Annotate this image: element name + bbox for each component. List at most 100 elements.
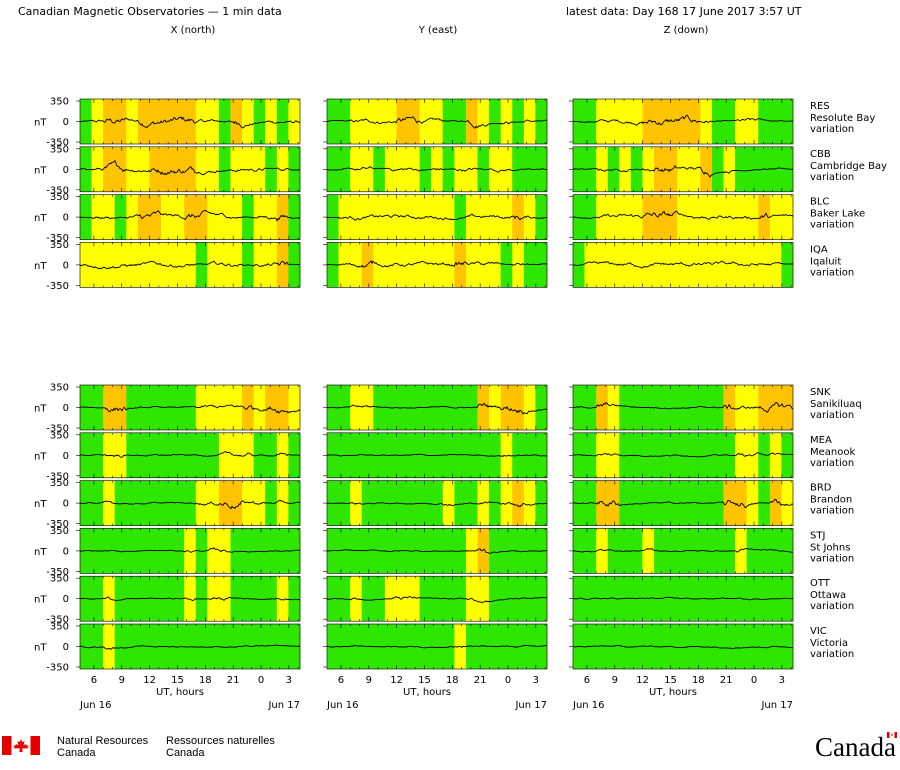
trace-vic-z <box>572 644 794 650</box>
activity-block-blc <box>265 194 278 240</box>
activity-block-iqa <box>419 242 432 288</box>
activity-block-snk <box>384 385 397 430</box>
activity-block-cbb <box>161 146 173 192</box>
activity-block-vic <box>523 624 536 669</box>
activity-block-res <box>535 99 548 144</box>
activity-block-stj <box>758 528 771 574</box>
activity-block-mea <box>735 432 747 478</box>
activity-block-mea <box>172 432 185 478</box>
trace-res-y <box>326 116 548 129</box>
activity-block-res <box>288 99 301 144</box>
latest-data-label: latest data: Day 168 17 June 2017 3:57 U… <box>566 5 802 18</box>
activity-block-cbb <box>408 146 420 192</box>
activity-block-blc <box>688 194 701 240</box>
trace-iqa-z <box>572 260 794 269</box>
activity-block-stj <box>207 528 220 574</box>
activity-block-cbb <box>207 146 220 192</box>
trace-blc-x <box>79 209 301 222</box>
activity-block-iqa <box>746 242 759 288</box>
activity-block-brd <box>161 480 173 526</box>
trace-blc-z <box>572 210 794 221</box>
activity-block-brd <box>630 480 643 526</box>
trace-blc-y <box>326 213 547 221</box>
y-tick-label: -350 <box>46 185 69 196</box>
activity-block-stj <box>477 528 490 574</box>
activity-block-snk <box>361 385 374 430</box>
y-unit-label: nT <box>34 261 47 272</box>
activity-block-brd <box>711 480 724 526</box>
y-unit-label: nT <box>34 643 47 654</box>
activity-block-blc <box>607 194 620 240</box>
activity-block-res <box>126 99 139 144</box>
activity-block-blc <box>149 194 162 240</box>
activity-block-ott <box>253 576 266 622</box>
activity-block-ott <box>619 576 632 622</box>
y-tick-label: 350 <box>50 478 69 489</box>
activity-block-cbb <box>230 146 243 192</box>
activity-block-vic <box>172 624 185 669</box>
trace-stj-z <box>572 547 793 553</box>
activity-block-mea <box>642 432 655 478</box>
activity-block-blc <box>619 194 632 240</box>
x-tick-label: 15 <box>664 675 677 686</box>
x-tick-label: 9 <box>612 675 618 686</box>
activity-block-res <box>688 99 701 144</box>
activity-block-blc <box>746 194 759 240</box>
x-tick-label: 3 <box>286 675 292 686</box>
trace-cbb-z <box>572 164 794 178</box>
activity-block-iqa <box>161 242 173 288</box>
activity-block-stj <box>584 528 597 574</box>
activity-block-vic <box>218 624 231 669</box>
activity-block-vic <box>781 624 794 669</box>
x-tick-label: 0 <box>505 675 511 686</box>
activity-block-cbb <box>195 146 208 192</box>
activity-block-iqa <box>781 242 794 288</box>
activity-block-brd <box>489 480 501 526</box>
activity-block-vic <box>195 624 208 669</box>
station-code: MEA <box>810 435 832 446</box>
activity-block-ott <box>431 576 444 622</box>
activity-block-cbb <box>338 146 351 192</box>
activity-block-iqa <box>665 242 678 288</box>
activity-block-res <box>723 99 736 144</box>
activity-block-blc <box>373 194 386 240</box>
activity-block-blc <box>584 194 597 240</box>
date-end-label: Jun 17 <box>514 700 547 711</box>
activity-block-blc <box>350 194 363 240</box>
activity-block-cbb <box>327 146 339 192</box>
station-variation-label: variation <box>810 267 854 278</box>
trace-snk-y <box>326 402 548 415</box>
activity-block-snk <box>184 385 197 430</box>
activity-block-stj <box>642 528 655 574</box>
activity-block-vic <box>276 624 289 669</box>
activity-block-res <box>396 99 409 144</box>
activity-block-res <box>465 99 478 144</box>
activity-block-mea <box>654 432 666 478</box>
y-tick-label: -350 <box>46 567 69 578</box>
activity-block-res <box>384 99 397 144</box>
trace-stj-y <box>326 548 548 554</box>
activity-block-snk <box>769 385 782 430</box>
activity-block-iqa <box>195 242 208 288</box>
station-variation-label: variation <box>810 124 854 135</box>
activity-block-blc <box>781 194 794 240</box>
activity-block-brd <box>172 480 185 526</box>
activity-block-cbb <box>276 146 289 192</box>
canada-wordmark-text: Canada <box>815 732 896 762</box>
activity-block-cbb <box>361 146 374 192</box>
station-code: SNK <box>810 387 831 398</box>
station-variation-label: variation <box>810 601 854 612</box>
station-variation-label: variation <box>810 458 854 469</box>
activity-block-blc <box>218 194 231 240</box>
station-name: Sanikiluaq <box>810 399 862 410</box>
activity-block-mea <box>114 432 127 478</box>
activity-block-res <box>350 99 363 144</box>
trace-ott-z <box>572 596 794 601</box>
wordmark-flag-icon <box>887 732 897 738</box>
activity-block-vic <box>419 624 432 669</box>
x-tick-label: 3 <box>779 675 785 686</box>
activity-block-blc <box>288 194 301 240</box>
activity-block-ott <box>288 576 301 622</box>
station-code: IQA <box>810 244 828 255</box>
x-tick-label: 21 <box>720 675 733 686</box>
